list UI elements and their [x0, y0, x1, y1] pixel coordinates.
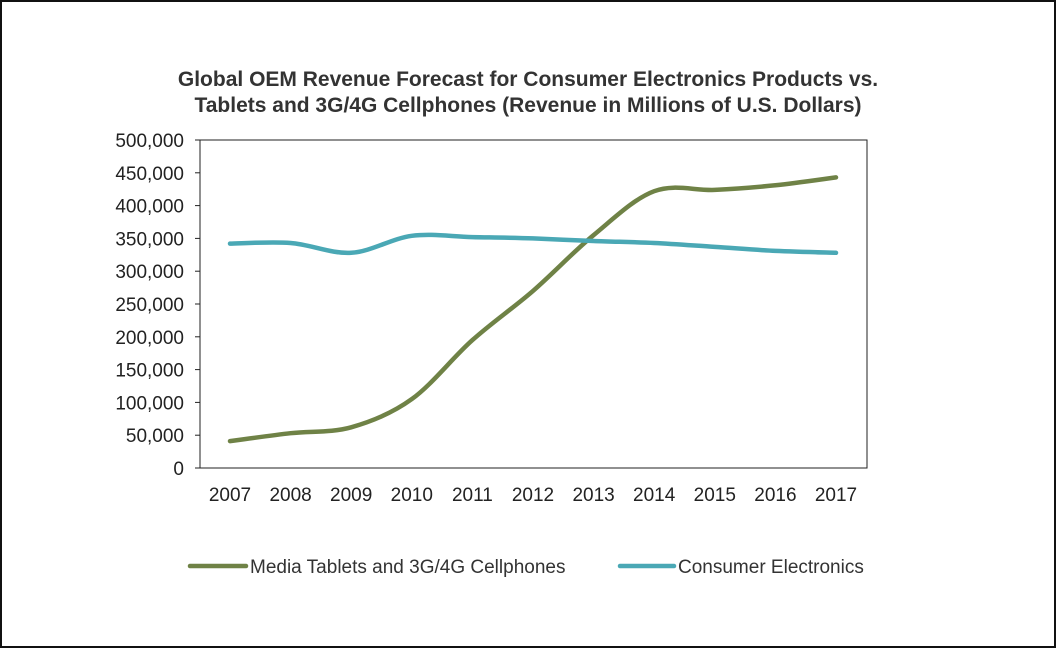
x-tick-label: 2017: [815, 485, 857, 506]
legend-label-2: Consumer Electronics: [678, 557, 864, 578]
y-tick-label: 300,000: [115, 262, 184, 283]
x-tick-label: 2009: [330, 485, 372, 506]
x-tick-label: 2011: [452, 485, 493, 506]
x-tick-label: 2012: [512, 485, 554, 506]
x-tick-label: 2008: [269, 485, 311, 506]
x-tick-label: 2015: [694, 485, 736, 506]
series-line-2: [227, 232, 839, 256]
y-tick-label: 450,000: [115, 164, 184, 185]
y-tick-label: 50,000: [126, 426, 184, 447]
x-tick-label: 2010: [391, 485, 433, 506]
y-tick-label: 400,000: [115, 197, 184, 218]
x-tick-label: 2014: [633, 485, 676, 506]
y-tick-label: 500,000: [115, 131, 184, 152]
x-tick-label: 2007: [209, 485, 251, 506]
chart-title-line-1: Global OEM Revenue Forecast for Consumer…: [178, 68, 878, 91]
series-line-1: [227, 175, 839, 444]
x-tick-label: 2013: [572, 485, 614, 506]
y-tick-label: 250,000: [115, 295, 184, 316]
y-tick-label: 350,000: [115, 229, 184, 250]
y-tick-label: 0: [173, 459, 184, 480]
y-tick-label: 150,000: [115, 361, 184, 382]
x-tick-label: 2016: [754, 485, 796, 506]
legend-label-1: Media Tablets and 3G/4G Cellphones: [250, 557, 565, 578]
chart-title-line-2: Tablets and 3G/4G Cellphones (Revenue in…: [194, 94, 861, 117]
y-tick-label: 100,000: [115, 393, 184, 414]
y-tick-label: 200,000: [115, 328, 184, 349]
plot-area: [199, 139, 868, 469]
